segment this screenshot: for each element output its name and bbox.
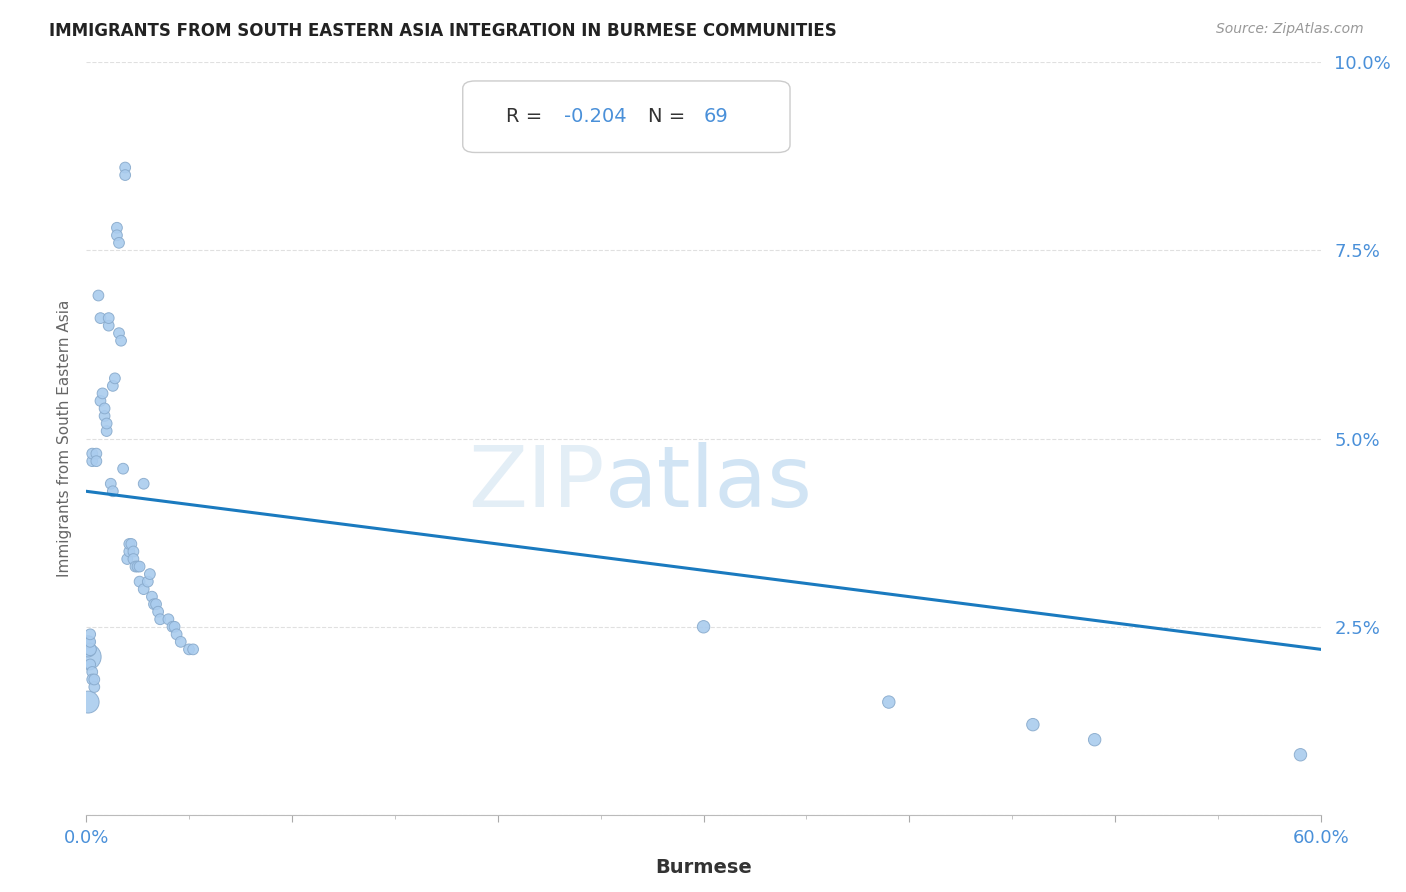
Point [136,574,159,589]
Text: -0.204: -0.204 [564,107,627,127]
Point [91,386,114,401]
Point [162,620,184,634]
Point [77,635,100,649]
Point [97,311,120,326]
Point [93,401,115,416]
Point [157,612,180,626]
Point [139,567,162,582]
Point [177,642,200,657]
Point [114,161,136,175]
Point [77,649,100,664]
Point [79,635,101,649]
Point [149,612,172,626]
Point [110,334,132,348]
Point [82,454,104,468]
Point [118,544,141,558]
Y-axis label: Immigrants from South Eastern Asia: Immigrants from South Eastern Asia [58,300,72,577]
Point [105,220,128,235]
Point [87,288,110,302]
Point [108,235,131,250]
Point [120,537,142,551]
Point [122,544,145,558]
Text: atlas: atlas [605,442,813,525]
Point [82,665,104,679]
Point [83,680,105,694]
Point [112,461,135,475]
Point [105,228,128,243]
Point [82,447,104,461]
Point [163,620,186,634]
Text: Source: ZipAtlas.com: Source: ZipAtlas.com [1216,22,1364,37]
Text: 69: 69 [703,107,728,127]
Point [124,559,146,574]
Point [692,620,714,634]
Point [86,454,108,468]
Point [132,476,155,491]
Point [122,552,145,566]
FancyBboxPatch shape [463,81,790,153]
Point [114,168,136,182]
Point [108,326,131,341]
Point [96,424,118,438]
Point [181,642,204,657]
Point [1084,732,1107,747]
Point [77,642,100,657]
Text: N =: N = [648,107,692,127]
Point [86,447,108,461]
Point [104,371,127,385]
Point [100,476,122,491]
Point [170,635,193,649]
Point [79,657,101,672]
Text: ZIP: ZIP [468,442,605,525]
Point [89,311,111,326]
Point [141,590,163,604]
Point [127,559,149,574]
Point [83,673,105,687]
Point [115,552,138,566]
Point [79,642,101,657]
Point [128,574,150,589]
Point [93,409,115,423]
Text: R =: R = [506,107,548,127]
Text: IMMIGRANTS FROM SOUTH EASTERN ASIA INTEGRATION IN BURMESE COMMUNITIES: IMMIGRANTS FROM SOUTH EASTERN ASIA INTEG… [49,22,837,40]
Point [128,559,150,574]
Point [1289,747,1312,762]
Point [82,673,104,687]
Point [877,695,900,709]
Point [118,537,141,551]
Point [79,627,101,641]
Point [77,695,100,709]
Point [1022,717,1045,731]
Point [101,379,124,393]
Point [132,582,155,596]
X-axis label: Burmese: Burmese [655,858,752,877]
Point [166,627,188,641]
Point [96,417,118,431]
Point [145,597,167,611]
Point [89,393,111,408]
Point [146,605,169,619]
Point [143,597,166,611]
Point [101,484,124,499]
Point [97,318,120,333]
